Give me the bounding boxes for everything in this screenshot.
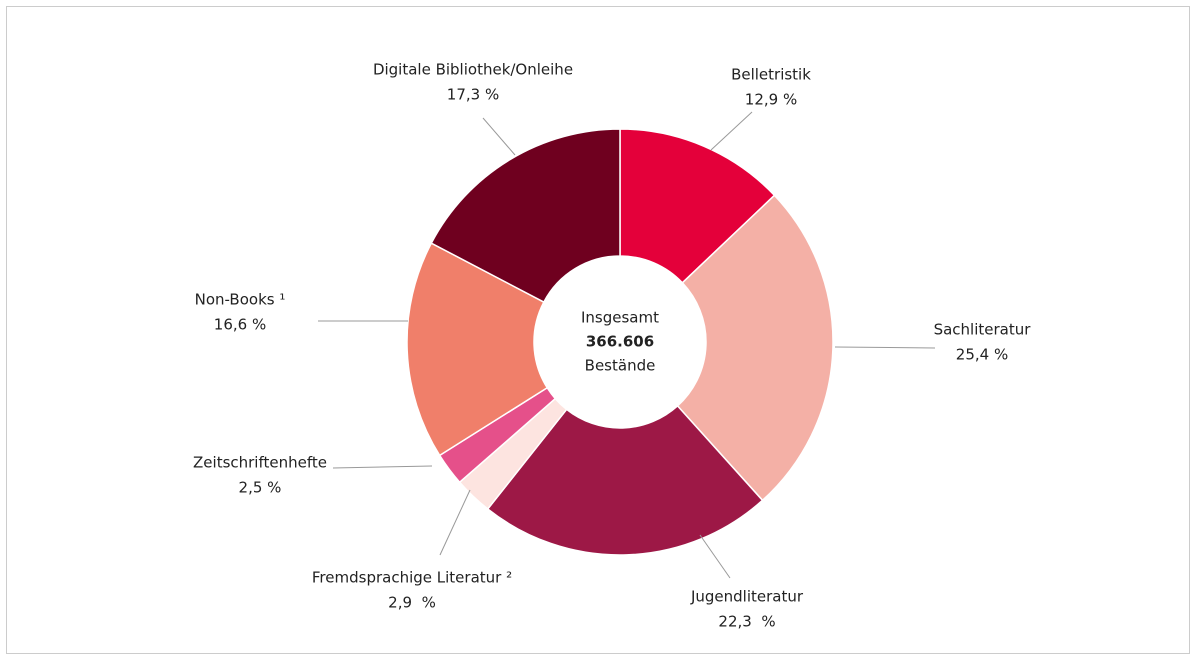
value-label: 12,9 %: [745, 91, 797, 109]
slice-label: Sachliteratur: [934, 321, 1032, 339]
slice-label: Digitale Bibliothek/Onleihe: [373, 61, 573, 79]
slice-label: Fremdsprachige Literatur ²: [312, 569, 512, 587]
value-label: 22,3 %: [718, 613, 775, 631]
leader-line: [332, 465, 433, 469]
slice-label: Zeitschriftenhefte: [193, 454, 327, 472]
donut-slice: [406, 242, 549, 457]
center-label: Bestände: [585, 357, 656, 375]
value-label: 17,3 %: [447, 86, 499, 104]
leader-line: [834, 346, 936, 349]
value-label: 25,4 %: [956, 346, 1008, 364]
slice-label: Non-Books ¹: [195, 291, 286, 309]
frame: [6, 6, 1190, 654]
value-label: 16,6 %: [214, 316, 266, 334]
slice-label: Belletristik: [731, 66, 811, 84]
leader-line: [710, 111, 753, 151]
leader-line: [439, 489, 471, 556]
center-label: 366.606: [586, 333, 654, 351]
slice-label: Jugendliteratur: [690, 588, 804, 606]
value-label: 2,9 %: [388, 594, 436, 612]
donut-slice: [430, 128, 621, 304]
donut-slice: [676, 194, 834, 502]
leader-line: [482, 117, 516, 156]
leader-line: [699, 534, 731, 579]
center-label: Insgesamt: [581, 309, 659, 327]
donut-slice: [486, 404, 764, 556]
value-label: 2,5 %: [239, 479, 282, 497]
donut-slice: [619, 128, 776, 284]
